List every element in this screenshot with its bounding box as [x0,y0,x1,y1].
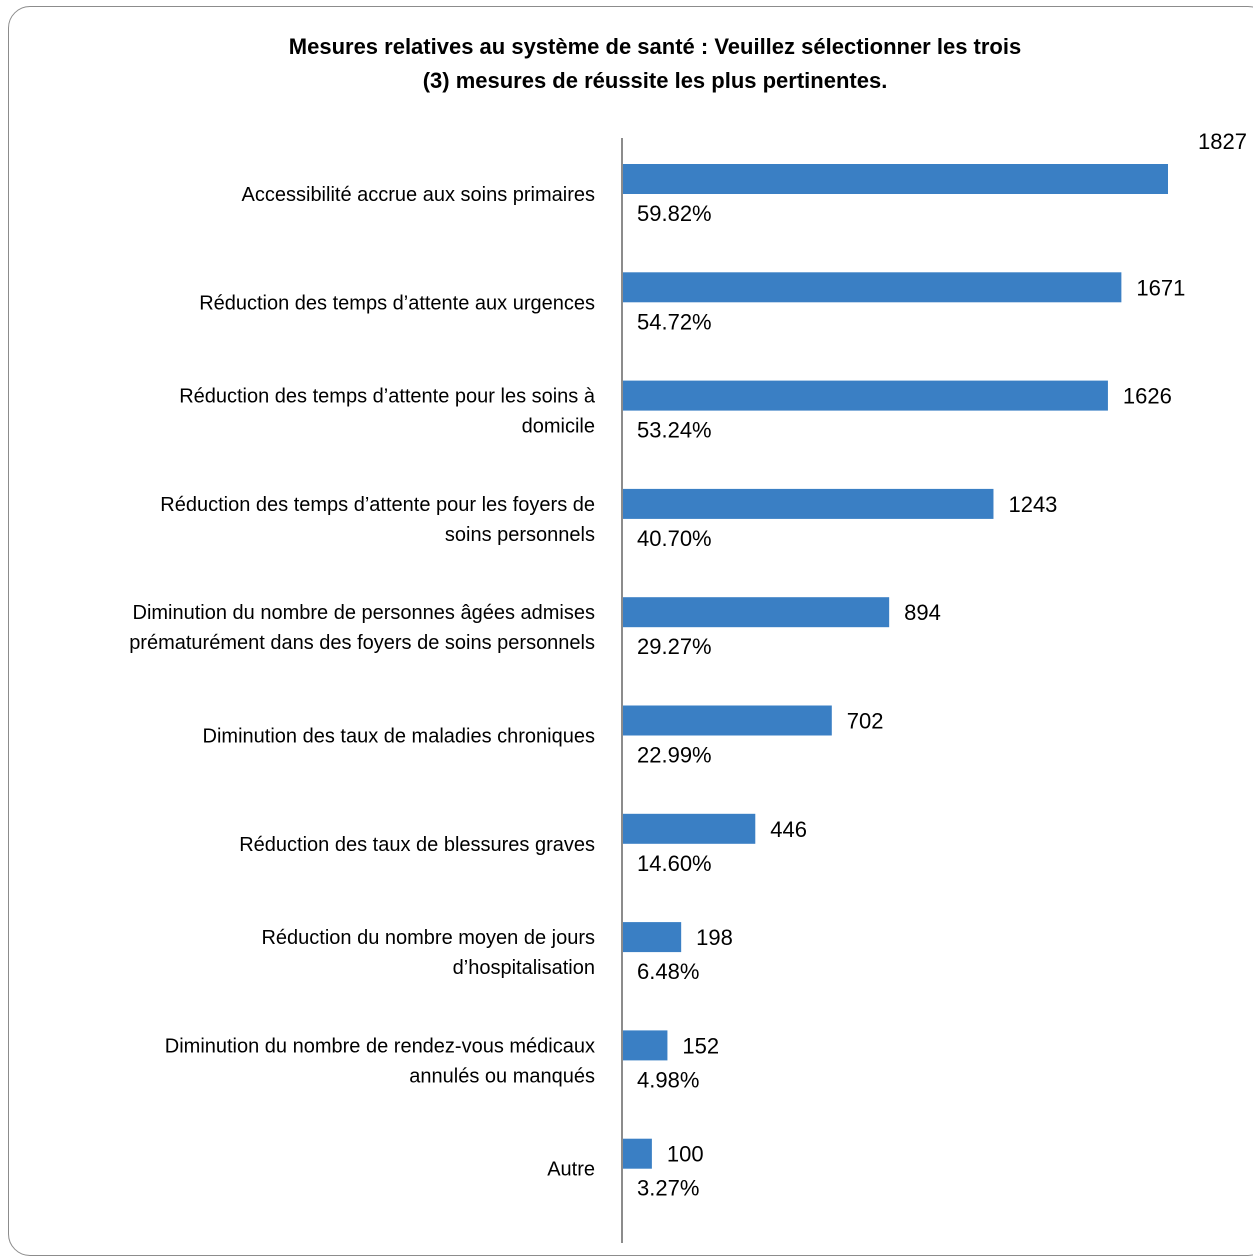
bar [622,705,832,736]
category-label: Réduction des temps d’attente pour les f… [160,494,595,546]
category-label: Réduction du nombre moyen de jours d’hosp… [261,927,595,979]
percentage-label: 3.27% [637,1176,699,1201]
chart-title: Mesures relatives au système de santé : … [150,30,1160,98]
percentage-label: 4.98% [637,1067,699,1092]
category-label-line: d’hospitalisation [453,957,595,979]
percentage-label: 22.99% [637,743,712,768]
chart-title-line-1: Mesures relatives au système de santé : … [288,34,1022,59]
category-label: Réduction des temps d’attente aux urgenc… [199,292,595,314]
category-label-line: Diminution du nombre de personnes âgées … [133,602,596,624]
category-label-line: soins personnels [445,524,595,546]
category-label-line: Réduction des temps d’attente aux urgenc… [199,292,595,314]
category-label-line: Réduction du nombre moyen de jours [261,927,595,949]
value-label: 894 [904,600,941,625]
value-label: 1626 [1123,384,1172,409]
category-label-line: Réduction des temps d’attente pour les s… [179,386,596,408]
category-label-line: Accessibilité accrue aux soins primaires [242,184,595,206]
value-label: 702 [847,709,884,734]
labels-layer: Accessibilité accrue aux soins primaires… [129,129,1247,1201]
category-label: Diminution du nombre de rendez-vous médi… [165,1035,595,1087]
category-label-line: Réduction des temps d’attente pour les f… [160,494,595,516]
value-label: 446 [770,817,807,842]
category-label-line: annulés ou manqués [409,1065,595,1087]
value-label: 152 [682,1033,719,1058]
percentage-label: 54.72% [637,309,712,334]
value-label: 100 [667,1142,704,1167]
bars-layer [622,164,1168,1169]
category-label-line: Réduction des taux de blessures graves [239,834,595,856]
bar [622,272,1122,303]
bar [622,164,1168,194]
bar [622,1030,668,1061]
category-label: Réduction des taux de blessures graves [239,834,595,856]
category-label-line: Diminution du nombre de rendez-vous médi… [165,1035,595,1057]
category-label: Réduction des temps d’attente pour les s… [179,386,596,438]
bar [622,488,994,519]
category-label-line: Diminution des taux de maladies chroniqu… [203,726,595,748]
percentage-label: 14.60% [637,851,712,876]
category-label-line: Autre [547,1159,595,1181]
bar [622,922,682,953]
percentage-label: 59.82% [637,201,712,226]
bar [622,1138,652,1169]
bar [622,597,890,628]
category-label-line: domicile [522,416,595,438]
category-label: Autre [547,1159,595,1181]
percentage-label: 53.24% [637,418,712,443]
value-label: 1671 [1136,275,1185,300]
bar [622,380,1108,411]
value-label: 1243 [1008,492,1057,517]
value-label: 198 [696,925,733,950]
chart-title-line-2: (3) mesures de réussite les plus pertine… [422,68,888,93]
bar [622,813,756,844]
category-label: Accessibilité accrue aux soins primaires [242,184,595,206]
category-label: Diminution des taux de maladies chroniqu… [203,726,595,748]
percentage-label: 6.48% [637,959,699,984]
percentage-label: 29.27% [637,634,712,659]
category-label: Diminution du nombre de personnes âgées … [129,602,595,654]
percentage-label: 40.70% [637,526,712,551]
value-label: 1827 [1198,129,1247,154]
category-label-line: prématurément dans des foyers de soins p… [129,632,595,654]
